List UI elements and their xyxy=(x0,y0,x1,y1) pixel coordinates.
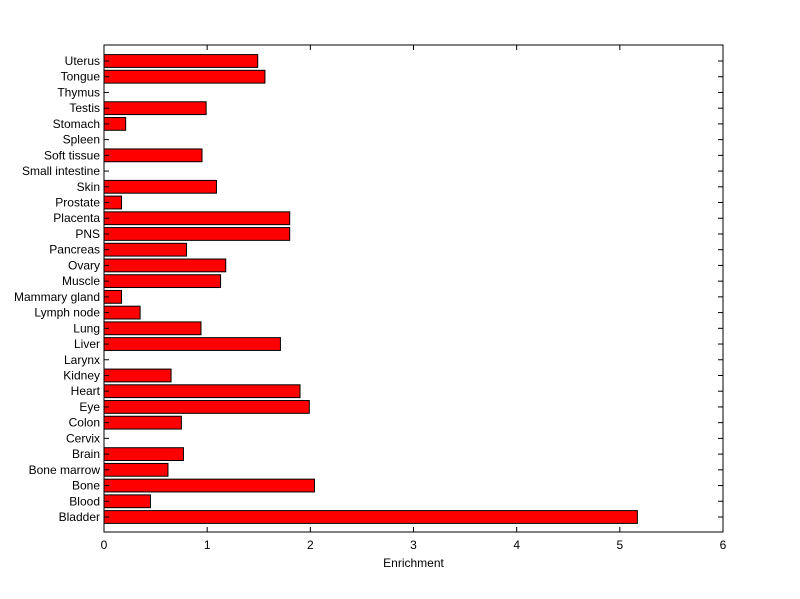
bar-colon xyxy=(103,415,182,430)
y-tick-label-bone-marrow: Bone marrow xyxy=(29,463,101,477)
bar-brain xyxy=(103,447,184,462)
y-tick-label-colon: Colon xyxy=(69,416,100,430)
x-tick-label: 1 xyxy=(204,538,211,552)
y-tick-label-lung: Lung xyxy=(73,321,100,335)
y-tick-label-ovary: Ovary xyxy=(68,258,100,272)
bar-lung xyxy=(103,321,202,336)
bar-lymph-node xyxy=(103,305,141,320)
y-tick-label-testis: Testis xyxy=(69,101,100,115)
bar-bone xyxy=(103,478,315,493)
y-tick-label-thymus: Thymus xyxy=(57,85,100,99)
y-tick-label-pancreas: Pancreas xyxy=(49,243,100,257)
y-tick-label-prostate: Prostate xyxy=(55,196,100,210)
y-tick-label-mammary-gland: Mammary gland xyxy=(14,290,100,304)
y-tick-label-tongue: Tongue xyxy=(61,70,101,84)
y-tick-label-blood: Blood xyxy=(69,494,100,508)
x-tick-label: 5 xyxy=(616,538,623,552)
x-tick-label: 4 xyxy=(513,538,520,552)
bar-soft-tissue xyxy=(103,148,203,163)
x-axis-title: Enrichment xyxy=(383,556,444,570)
bar-uterus xyxy=(103,54,259,68)
bar-pancreas xyxy=(103,242,188,257)
y-tick-label-heart: Heart xyxy=(71,384,101,398)
y-tick-label-spleen: Spleen xyxy=(63,133,100,147)
y-tick-label-bladder: Bladder xyxy=(59,510,100,524)
x-tick-label: 6 xyxy=(720,538,727,552)
bar-kidney xyxy=(103,368,172,383)
y-tick-label-bone: Bone xyxy=(72,479,100,493)
y-tick-label-cervix: Cervix xyxy=(66,431,100,445)
y-tick-label-pns: PNS xyxy=(75,227,100,241)
plot-area-background xyxy=(104,45,723,532)
bar-skin xyxy=(103,179,217,194)
y-tick-label-eye: Eye xyxy=(79,400,100,414)
x-tick-label: 3 xyxy=(410,538,417,552)
y-tick-label-stomach: Stomach xyxy=(53,117,100,131)
x-tick-label: 0 xyxy=(101,538,108,552)
x-tick-label: 2 xyxy=(307,538,314,552)
bar-blood xyxy=(103,494,151,509)
y-tick-label-placenta: Placenta xyxy=(53,211,100,225)
bar-bone-marrow xyxy=(103,462,169,477)
y-tick-label-skin: Skin xyxy=(77,180,100,194)
y-tick-label-larynx: Larynx xyxy=(64,353,100,367)
y-tick-label-brain: Brain xyxy=(72,447,100,461)
bar-pns xyxy=(103,227,291,241)
bar-heart xyxy=(103,384,301,399)
bar-placenta xyxy=(103,211,291,226)
bar-liver xyxy=(103,337,281,351)
plot-area-frame xyxy=(103,44,724,533)
bar-testis xyxy=(103,101,207,116)
y-tick-label-uterus: Uterus xyxy=(65,54,100,68)
y-tick-label-liver: Liver xyxy=(74,337,100,351)
y-tick-label-muscle: Muscle xyxy=(62,274,100,288)
bar-tongue xyxy=(103,69,266,84)
bar-muscle xyxy=(103,274,222,289)
y-tick-label-small-intestine: Small intestine xyxy=(22,164,100,178)
y-tick-label-lymph-node: Lymph node xyxy=(34,306,100,320)
bar-ovary xyxy=(103,258,227,273)
y-tick-label-soft-tissue: Soft tissue xyxy=(44,148,100,162)
bar-eye xyxy=(103,400,310,414)
y-tick-label-kidney: Kidney xyxy=(63,368,100,382)
bar-bladder xyxy=(103,510,638,524)
